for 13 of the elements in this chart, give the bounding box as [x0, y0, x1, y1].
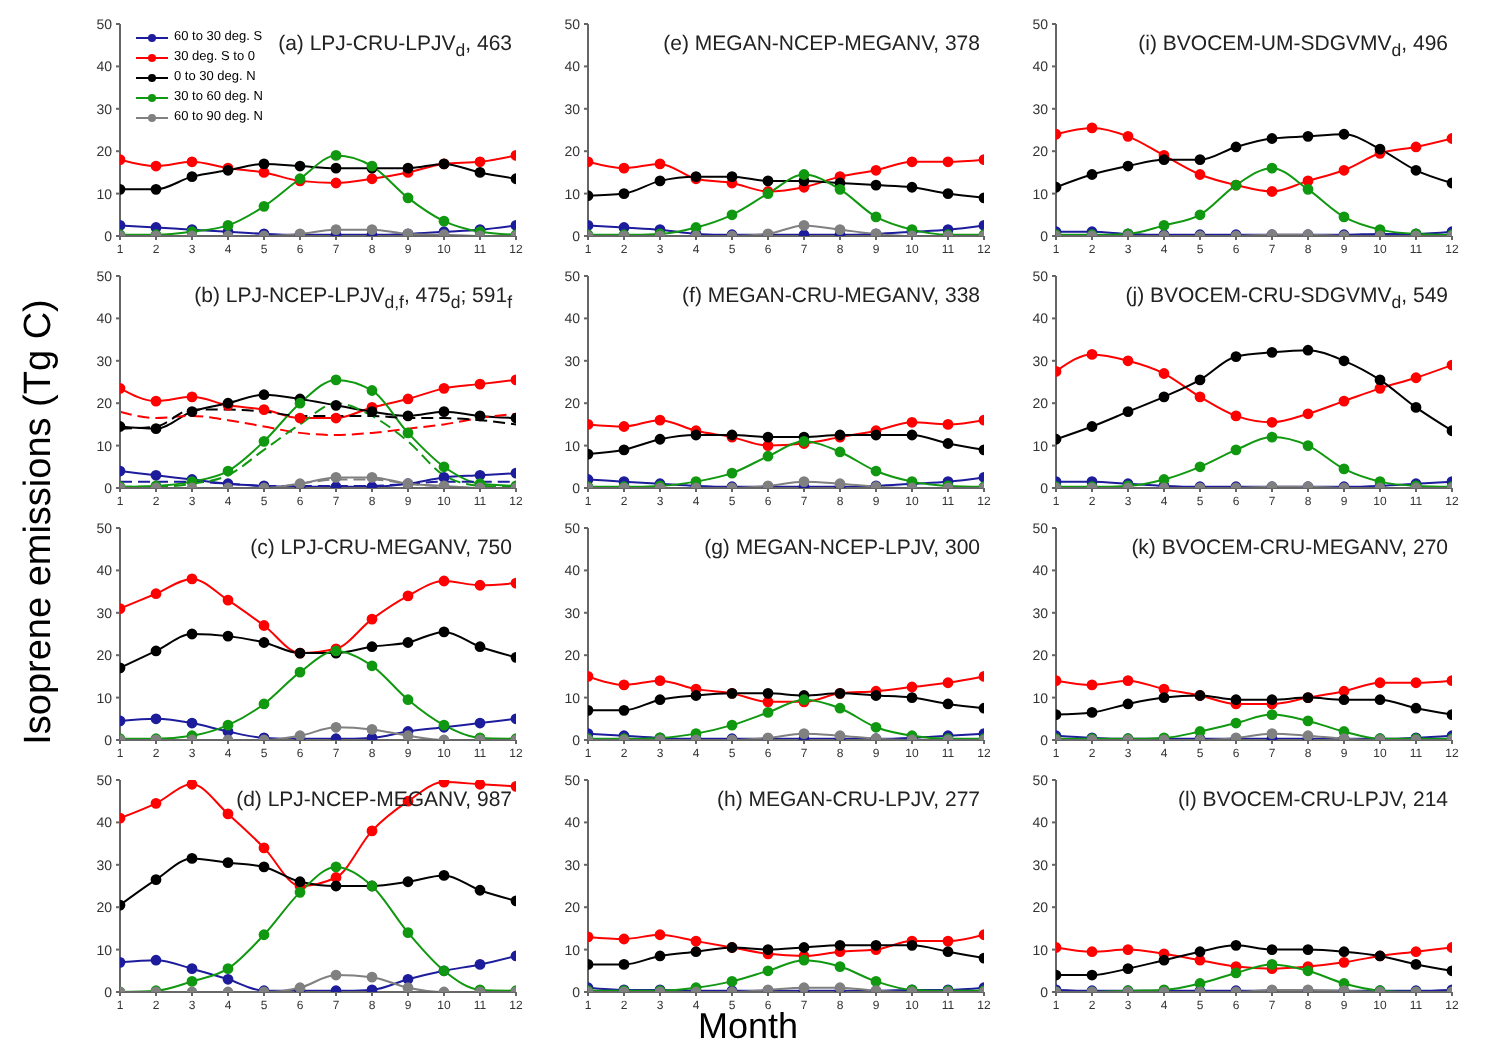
chart-title: (h) MEGAN-CRU-LPJV, 277 [717, 788, 980, 812]
text: (b) LPJ-NCEP-LPJV$_{d,f}$, 475$_{d}$; 591$_{f}$ [194, 284, 512, 313]
chart-title: (g) MEGAN-NCEP-LPJV, 300 [704, 536, 980, 560]
chart-title: (c) LPJ-CRU-MEGANV, 750 [250, 536, 512, 560]
chart-title: (e) MEGAN-NCEP-MEGANV, 378 [663, 32, 980, 56]
y-axis-title: Isoprene emissions (Tg C) [18, 297, 62, 749]
chart-title: (l) BVOCEM-CRU-LPJV, 214 [1178, 788, 1448, 812]
x-axis-title: Month [697, 1006, 799, 1046]
text: (j) BVOCEM-CRU-SDGVMV$_{d}$, 549 [1125, 284, 1448, 313]
chart-title: (k) BVOCEM-CRU-MEGANV, 270 [1131, 536, 1448, 560]
text: (i) BVOCEM-UM-SDGVMV$_{d}$, 496 [1138, 32, 1448, 61]
text: (a) LPJ-CRU-LPJV$_{d}$, 463 [278, 32, 512, 61]
chart-title: (f) MEGAN-CRU-MEGANV, 338 [682, 284, 980, 308]
